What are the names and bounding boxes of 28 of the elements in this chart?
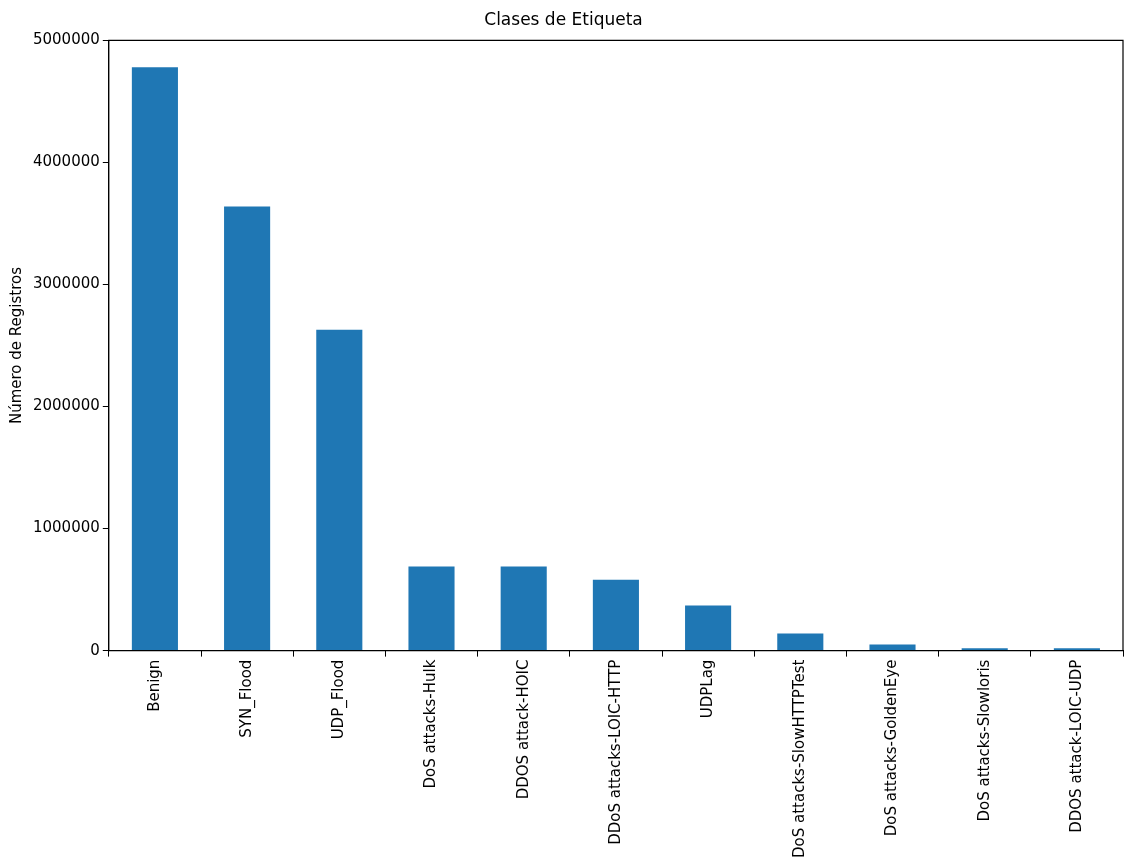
bar (869, 644, 916, 651)
y-tick-label: 4000000 (32, 152, 100, 171)
x-tick-label: DoS attacks-SlowHTTPTest (790, 659, 809, 859)
x-tick-label: Benign (144, 659, 163, 712)
x-tick-label: DDOS attack-LOIC-UDP (1066, 659, 1085, 833)
bar (316, 329, 363, 651)
y-tick-label: 3000000 (32, 274, 100, 293)
y-tick-label: 2000000 (32, 396, 100, 415)
bar (777, 633, 824, 651)
x-tick-label: DoS attacks-Hulk (421, 659, 440, 789)
x-tick-label: DoS attacks-GoldenEye (882, 659, 901, 837)
x-tick-label: UDPLag (697, 659, 716, 719)
y-axis-title: Número de Registros (6, 266, 25, 425)
x-tick-label: DoS attacks-Slowloris (974, 659, 993, 822)
x-tick-label: UDP_Flood (329, 659, 349, 740)
bar (131, 67, 178, 651)
x-tick-label: SYN_Flood (236, 659, 256, 738)
y-tick-label: 0 (90, 640, 100, 659)
x-tick-label: DDOS attack-HOIC (513, 659, 532, 800)
bar (500, 566, 547, 651)
bar (224, 206, 271, 651)
chart-title: Clases de Etiqueta (484, 8, 643, 29)
bar (408, 566, 455, 651)
y-tick-label: 5000000 (32, 30, 100, 49)
x-tick-label: DDoS attacks-LOIC-HTTP (605, 659, 624, 845)
bar (685, 605, 732, 651)
bar (592, 579, 639, 651)
y-tick-label: 1000000 (32, 518, 100, 537)
